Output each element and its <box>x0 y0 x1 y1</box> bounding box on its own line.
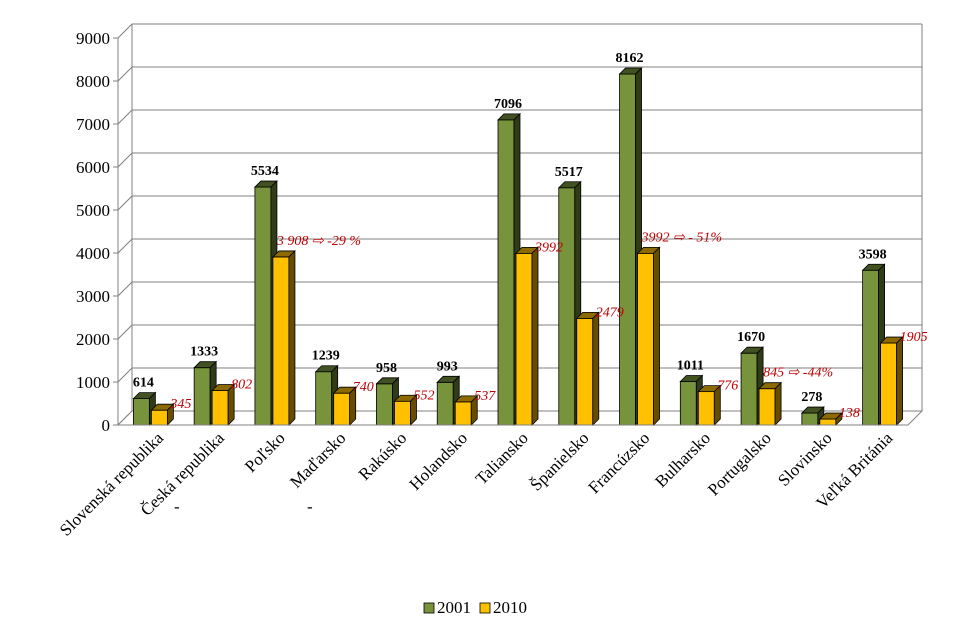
x-tick-label: Slovenská republika <box>56 428 168 540</box>
y-tick-label: 9000 <box>76 29 110 48</box>
data-label-2001: 8162 <box>616 51 644 66</box>
data-label-2010: 138 <box>839 406 860 421</box>
x-tick-label: Maďarsko <box>286 428 349 491</box>
data-label-2010: 537 <box>474 389 496 404</box>
x-tick-label: Holandsko <box>406 428 472 494</box>
bar-2010 <box>697 384 722 426</box>
legend-label-2010: 2010 <box>493 598 527 617</box>
stray-mark: - <box>174 497 180 516</box>
bars <box>132 67 904 426</box>
data-label-2001: 7096 <box>494 97 522 112</box>
bar-2010 <box>575 311 600 426</box>
legend-swatch-2010 <box>479 602 491 614</box>
x-tick-label: Portugalsko <box>704 428 775 499</box>
data-label-2010: 2479 <box>596 305 624 320</box>
x-tick-label: Slovinsko <box>774 428 836 490</box>
data-label-2001: 1333 <box>190 345 218 360</box>
bar-2001 <box>679 374 704 426</box>
data-label-2001: 1011 <box>677 359 704 374</box>
x-tick-label: Poľsko <box>241 428 289 476</box>
legend: 2001 2010 <box>423 598 527 617</box>
bar-2010 <box>393 394 418 426</box>
data-label-2001: 278 <box>801 390 822 405</box>
stray-mark: - <box>307 497 313 516</box>
data-label-2010: 1905 <box>900 330 928 345</box>
legend-label-2001: 2001 <box>437 598 471 617</box>
data-label-2001: 1239 <box>312 349 340 364</box>
data-label-2010: 3992 ⇨ - 51% <box>641 230 723 245</box>
legend-swatch-2001 <box>423 602 435 614</box>
data-label-2010: 776 <box>717 379 738 394</box>
y-tick-label: 3000 <box>76 287 110 306</box>
bar-2010 <box>636 246 661 426</box>
x-tick-label: Španielsko <box>526 428 592 494</box>
data-label-2010: 3 908 ⇨ -29 % <box>276 234 361 249</box>
data-label-2010: 740 <box>353 380 374 395</box>
y-tick-label: 4000 <box>76 244 110 263</box>
data-label-2001: 958 <box>376 361 397 376</box>
data-label-2001: 3598 <box>859 247 887 262</box>
data-label-2010: 345 <box>169 397 191 412</box>
y-tick-label: 6000 <box>76 158 110 177</box>
gridline <box>117 23 922 39</box>
data-label-2010: 802 <box>231 378 252 393</box>
x-tick-label: Bulharsko <box>651 428 714 491</box>
y-tick-label: 5000 <box>76 201 110 220</box>
data-label-2010: 3992 <box>534 240 563 255</box>
data-label-2001: 5517 <box>555 165 583 180</box>
x-tick-label: Taliansko <box>472 428 532 488</box>
bar-2010 <box>515 246 539 426</box>
data-label-2001: 1670 <box>737 330 765 345</box>
gridline <box>117 66 922 82</box>
data-label-2001: 614 <box>133 376 154 391</box>
y-tick-label: 1000 <box>76 373 110 392</box>
bar-2010 <box>879 336 904 426</box>
data-label-2010: 845 ⇨ -44% <box>763 366 833 381</box>
bar-2010 <box>758 381 783 426</box>
data-labels: 614 345 1333 802 5534 3 908 ⇨ -29 % 1239 740958… <box>133 51 928 421</box>
data-label-2001: 993 <box>437 359 458 374</box>
bar-2010 <box>454 394 479 426</box>
y-tick-label: 7000 <box>76 115 110 134</box>
x-tick-label: Francúzsko <box>585 428 654 497</box>
bar-2010 <box>150 403 175 426</box>
y-tick-label: 8000 <box>76 72 110 91</box>
bar-2010 <box>271 249 296 426</box>
x-tick-label: Rakúsko <box>355 428 411 484</box>
bar-2001 <box>618 67 643 426</box>
data-label-2010: 552 <box>413 388 434 403</box>
y-tick-label: 0 <box>102 416 111 435</box>
y-axis: 0 1000 2000 3000 4000 5000 6000 7000 8000 9000 <box>76 29 119 435</box>
bar-2010 <box>211 383 236 426</box>
bar-2001 <box>132 391 157 426</box>
data-label-2001: 5534 <box>251 164 279 179</box>
y-tick-label: 2000 <box>76 330 110 349</box>
bar-2010 <box>332 386 357 426</box>
